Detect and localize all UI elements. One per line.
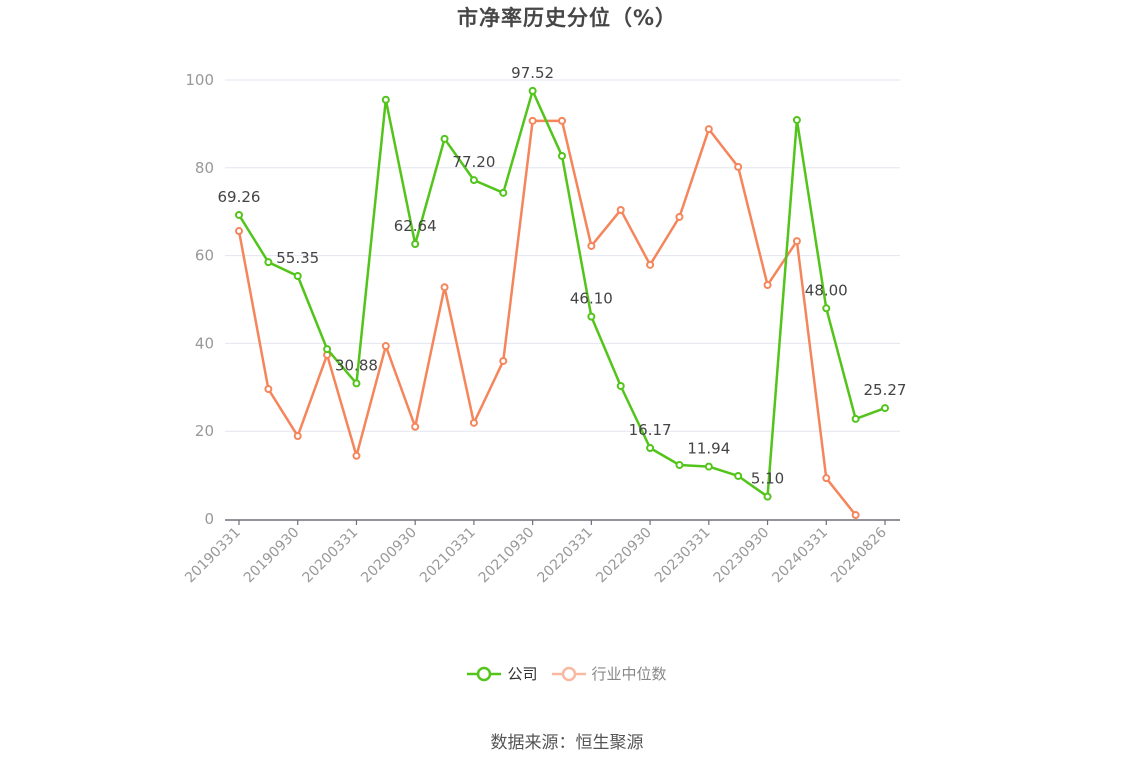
data-point[interactable] bbox=[469, 418, 478, 427]
data-point[interactable] bbox=[734, 162, 743, 171]
y-tick-label: 100 bbox=[185, 71, 214, 89]
data-point[interactable] bbox=[499, 188, 508, 197]
data-point[interactable] bbox=[734, 471, 743, 480]
legend-line-circle-icon bbox=[551, 666, 586, 681]
chart-legend: 公司 行业中位数 bbox=[0, 663, 1134, 684]
data-label: 46.10 bbox=[570, 290, 613, 308]
data-point[interactable] bbox=[411, 240, 420, 249]
data-point[interactable] bbox=[704, 125, 713, 134]
data-point[interactable] bbox=[792, 237, 801, 246]
data-point[interactable] bbox=[558, 151, 566, 160]
x-tick-label: 20210331 bbox=[417, 525, 479, 587]
data-point[interactable] bbox=[293, 272, 302, 281]
data-point[interactable] bbox=[587, 312, 596, 321]
y-tick-label: 60 bbox=[195, 247, 214, 265]
data-label: 69.26 bbox=[218, 188, 261, 206]
x-tick-label: 20190331 bbox=[182, 525, 244, 587]
y-tick-label: 40 bbox=[195, 334, 214, 352]
x-tick-label: 20230930 bbox=[711, 525, 773, 587]
x-tick-label: 20240331 bbox=[769, 525, 831, 587]
data-point[interactable] bbox=[763, 281, 772, 290]
data-label: 77.20 bbox=[452, 153, 495, 171]
data-point[interactable] bbox=[851, 414, 860, 423]
data-point[interactable] bbox=[675, 212, 684, 221]
data-point[interactable] bbox=[440, 134, 449, 143]
data-point[interactable] bbox=[264, 258, 273, 267]
data-point[interactable] bbox=[558, 116, 566, 125]
data-point[interactable] bbox=[264, 385, 273, 394]
data-point[interactable] bbox=[616, 205, 625, 214]
data-point[interactable] bbox=[352, 451, 361, 460]
data-point[interactable] bbox=[616, 381, 625, 390]
data-point[interactable] bbox=[587, 241, 596, 250]
data-point[interactable] bbox=[352, 379, 361, 388]
x-tick-label: 20220930 bbox=[593, 525, 655, 587]
data-point[interactable] bbox=[528, 86, 537, 95]
data-point[interactable] bbox=[675, 461, 684, 470]
data-point[interactable] bbox=[792, 115, 801, 124]
data-label: 55.35 bbox=[276, 249, 319, 267]
data-point[interactable] bbox=[646, 260, 655, 269]
x-tick-label: 20200930 bbox=[358, 525, 420, 587]
chart-title: 市净率历史分位（%） bbox=[456, 6, 678, 30]
data-point[interactable] bbox=[440, 283, 449, 292]
legend-item-company[interactable]: 公司 bbox=[467, 663, 538, 684]
x-tick-label: 20220331 bbox=[534, 525, 596, 587]
data-point[interactable] bbox=[822, 474, 831, 483]
x-tick-label: 20240826 bbox=[828, 524, 890, 586]
data-point[interactable] bbox=[381, 342, 390, 351]
data-point[interactable] bbox=[851, 511, 860, 520]
y-tick-label: 80 bbox=[195, 159, 214, 177]
data-point[interactable] bbox=[528, 116, 537, 125]
data-point[interactable] bbox=[469, 176, 478, 185]
y-tick-label: 0 bbox=[204, 510, 214, 528]
data-label: 30.88 bbox=[335, 356, 378, 374]
data-point[interactable] bbox=[411, 422, 420, 431]
data-point[interactable] bbox=[235, 227, 243, 236]
data-label: 25.27 bbox=[864, 381, 907, 399]
data-point[interactable] bbox=[822, 304, 831, 313]
x-tick-label: 20200331 bbox=[300, 525, 362, 587]
y-tick-label: 20 bbox=[195, 422, 214, 440]
data-label: 11.94 bbox=[687, 440, 730, 458]
legend-line-circle-icon bbox=[467, 666, 502, 681]
data-point[interactable] bbox=[881, 404, 889, 413]
company-line bbox=[237, 89, 886, 498]
legend-item-industry[interactable]: 行业中位数 bbox=[551, 663, 667, 684]
data-point[interactable] bbox=[323, 345, 332, 354]
data-point[interactable] bbox=[381, 95, 390, 104]
data-point[interactable] bbox=[499, 356, 508, 365]
data-label: 48.00 bbox=[805, 281, 848, 299]
x-tick-label: 20210930 bbox=[476, 525, 538, 587]
data-point[interactable] bbox=[704, 462, 713, 471]
data-point[interactable] bbox=[235, 210, 243, 219]
data-point[interactable] bbox=[646, 444, 655, 453]
data-label: 97.52 bbox=[511, 64, 554, 82]
data-label: 5.10 bbox=[751, 470, 784, 488]
x-tick-label: 20190930 bbox=[241, 525, 303, 587]
legend-label-industry: 行业中位数 bbox=[591, 665, 667, 683]
x-tick-label: 20230331 bbox=[652, 525, 714, 587]
legend-label-company: 公司 bbox=[507, 665, 538, 683]
data-point[interactable] bbox=[293, 432, 302, 441]
data-label: 16.17 bbox=[629, 421, 672, 439]
data-label: 62.64 bbox=[394, 217, 437, 235]
data-point[interactable] bbox=[763, 492, 772, 501]
data-source-note: 数据来源：恒生聚源 bbox=[490, 733, 644, 753]
industry-line bbox=[237, 119, 857, 516]
